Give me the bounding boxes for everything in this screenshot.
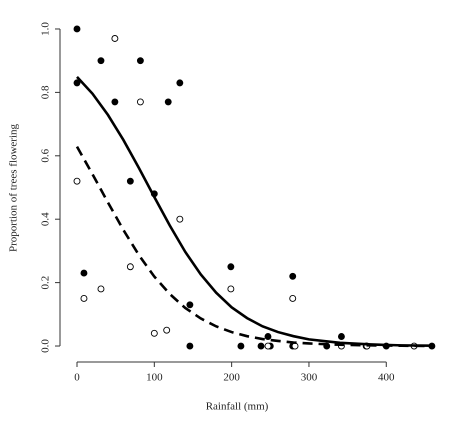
fit-line [76,75,433,348]
y-tick-label: 0.2 [40,276,52,290]
data-point [164,98,172,106]
data-point [264,333,272,340]
data-point [186,342,194,350]
data-point [150,329,158,337]
y-tick-label: 0.8 [40,85,52,99]
data-point [73,79,81,87]
data-point [264,342,272,350]
data-point [97,57,105,65]
data-point [80,295,88,302]
y-tick-label: 0.6 [40,148,52,162]
x-tick-label: 400 [378,372,395,384]
data-point [289,295,297,302]
data-point [227,285,235,293]
data-point [111,98,119,106]
data-point [80,269,88,277]
data-point [111,35,119,42]
y-tick-label: 0.0 [40,339,52,353]
data-point [176,215,184,223]
fit-line [75,145,433,348]
data-point [237,342,245,350]
data-point [289,272,297,280]
data-point [227,263,235,271]
data-point [73,25,81,33]
data-point [136,57,144,65]
data-point [176,79,184,87]
x-tick-label: 0 [74,372,80,384]
data-point [136,98,144,106]
data-point [337,333,345,340]
x-tick-label: 300 [301,372,318,384]
x-tick-label: 100 [146,372,163,384]
data-point [186,301,194,309]
data-point [97,285,105,293]
data-point [73,177,81,185]
data-point [257,342,265,350]
data-point [126,263,134,271]
x-axis-label: Rainfall (mm) [206,401,269,413]
y-axis-label: Proportion of trees flowering [8,124,20,252]
data-point [126,177,134,185]
data-point [163,326,171,334]
x-tick-label: 200 [223,372,240,384]
y-tick-label: 0.4 [40,212,52,226]
y-tick-label: 1.0 [40,22,52,36]
